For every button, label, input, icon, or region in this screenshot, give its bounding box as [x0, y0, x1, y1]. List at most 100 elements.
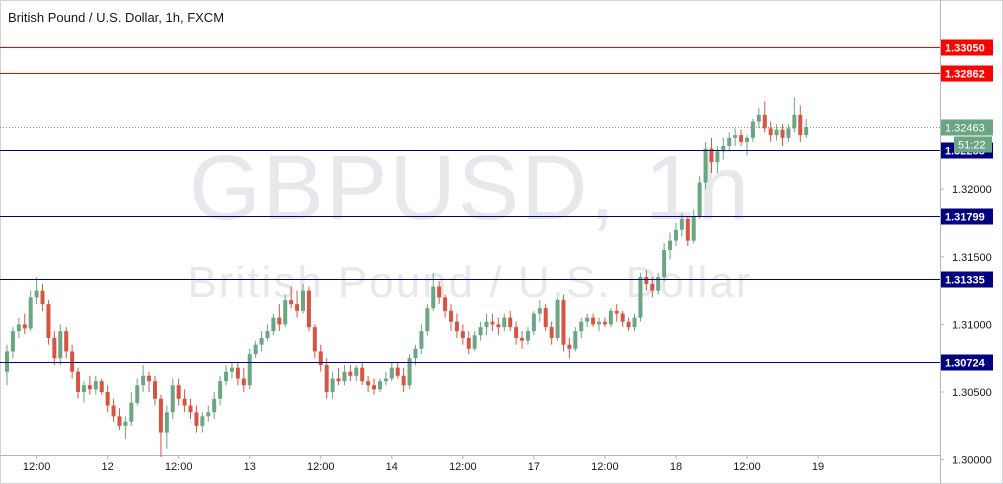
candle-body: [301, 290, 305, 311]
candle-body: [377, 381, 382, 390]
candle: [721, 137, 726, 160]
candle-body: [573, 331, 578, 349]
candle: [93, 375, 98, 395]
candle-body: [484, 321, 489, 328]
candle-body: [253, 344, 258, 355]
candle: [739, 129, 744, 146]
y-axis-ticks: 1.30000 1.30500 1.31000 1.31500 1.32000: [940, 184, 992, 467]
candle: [76, 367, 81, 399]
candle: [679, 213, 684, 237]
candle-body: [443, 297, 448, 311]
candle-body: [531, 313, 536, 332]
candle: [389, 362, 394, 382]
candle-body: [158, 398, 163, 433]
candle: [454, 313, 459, 338]
candle: [691, 209, 696, 244]
candle: [259, 331, 264, 352]
candle-body: [739, 135, 744, 142]
candle-body: [135, 385, 140, 403]
candle: [508, 310, 513, 332]
candle-body: [164, 412, 169, 433]
candle-body: [780, 129, 785, 138]
candle: [164, 405, 169, 449]
candle-body: [64, 331, 69, 352]
candle: [34, 277, 39, 305]
candle: [58, 324, 63, 365]
candle-body: [407, 358, 412, 386]
candle-body: [626, 321, 631, 328]
candle: [295, 290, 300, 318]
candle: [383, 371, 388, 386]
candle: [780, 124, 785, 146]
candle: [265, 324, 270, 341]
candle: [650, 277, 655, 298]
candle: [585, 313, 590, 328]
support-level-label: 1.30724: [945, 358, 986, 370]
candle: [247, 348, 252, 390]
candle: [727, 132, 732, 152]
y-tick-label: 1.30000: [952, 455, 992, 467]
candle: [460, 324, 465, 345]
candle: [348, 364, 353, 382]
candle-body: [768, 128, 773, 136]
y-tick-label: 1.31500: [952, 252, 992, 264]
candle: [306, 286, 311, 332]
candle-body: [16, 324, 21, 332]
candle-body: [608, 310, 613, 325]
candle-body: [10, 331, 15, 352]
candle-body: [188, 405, 193, 413]
candle: [70, 344, 75, 379]
candle-body: [792, 114, 797, 129]
candle-body: [312, 327, 317, 352]
candle: [117, 408, 122, 430]
candle-body: [176, 385, 181, 399]
candle: [330, 371, 335, 399]
candle: [336, 367, 341, 386]
candle: [703, 141, 708, 190]
candle-body: [5, 351, 9, 372]
candle: [472, 331, 477, 352]
candle: [413, 344, 418, 365]
candle-body: [502, 317, 507, 328]
x-tick-label: 12:00: [165, 461, 193, 473]
candle: [768, 121, 773, 142]
candle: [644, 270, 649, 291]
candle-body: [366, 381, 371, 386]
candle-body: [123, 421, 128, 426]
candle-body: [804, 127, 809, 136]
candle-body: [265, 331, 270, 338]
last-price-badge: [941, 119, 993, 136]
candle-body: [419, 331, 424, 349]
candle: [324, 358, 329, 399]
candle: [153, 375, 157, 406]
candle-body: [449, 310, 453, 322]
y-tick-label: 1.31000: [952, 319, 992, 331]
candle: [555, 297, 560, 341]
candle: [668, 232, 673, 260]
candle-body: [466, 337, 471, 349]
candle-body: [289, 300, 294, 305]
candle-body: [247, 354, 252, 386]
candle: [531, 310, 536, 336]
candle: [176, 378, 181, 406]
support-level-badge: [941, 354, 993, 371]
candle-body: [614, 310, 619, 314]
candle-body: [478, 327, 483, 336]
candle-body: [709, 148, 714, 163]
candle: [573, 327, 578, 352]
candle-body: [756, 114, 761, 122]
candle-body: [750, 121, 755, 138]
candle-body: [383, 378, 388, 382]
candle: [614, 304, 619, 322]
support-level-label: 1.31335: [945, 275, 985, 287]
candle: [395, 362, 400, 379]
candle-body: [597, 321, 601, 325]
candle: [632, 313, 637, 332]
candle-body: [549, 327, 554, 338]
x-tick-label: 12:00: [23, 461, 51, 473]
support-level-badge: [941, 271, 993, 288]
candle: [52, 331, 57, 365]
candle-body: [715, 151, 720, 163]
candle-body: [602, 321, 607, 325]
